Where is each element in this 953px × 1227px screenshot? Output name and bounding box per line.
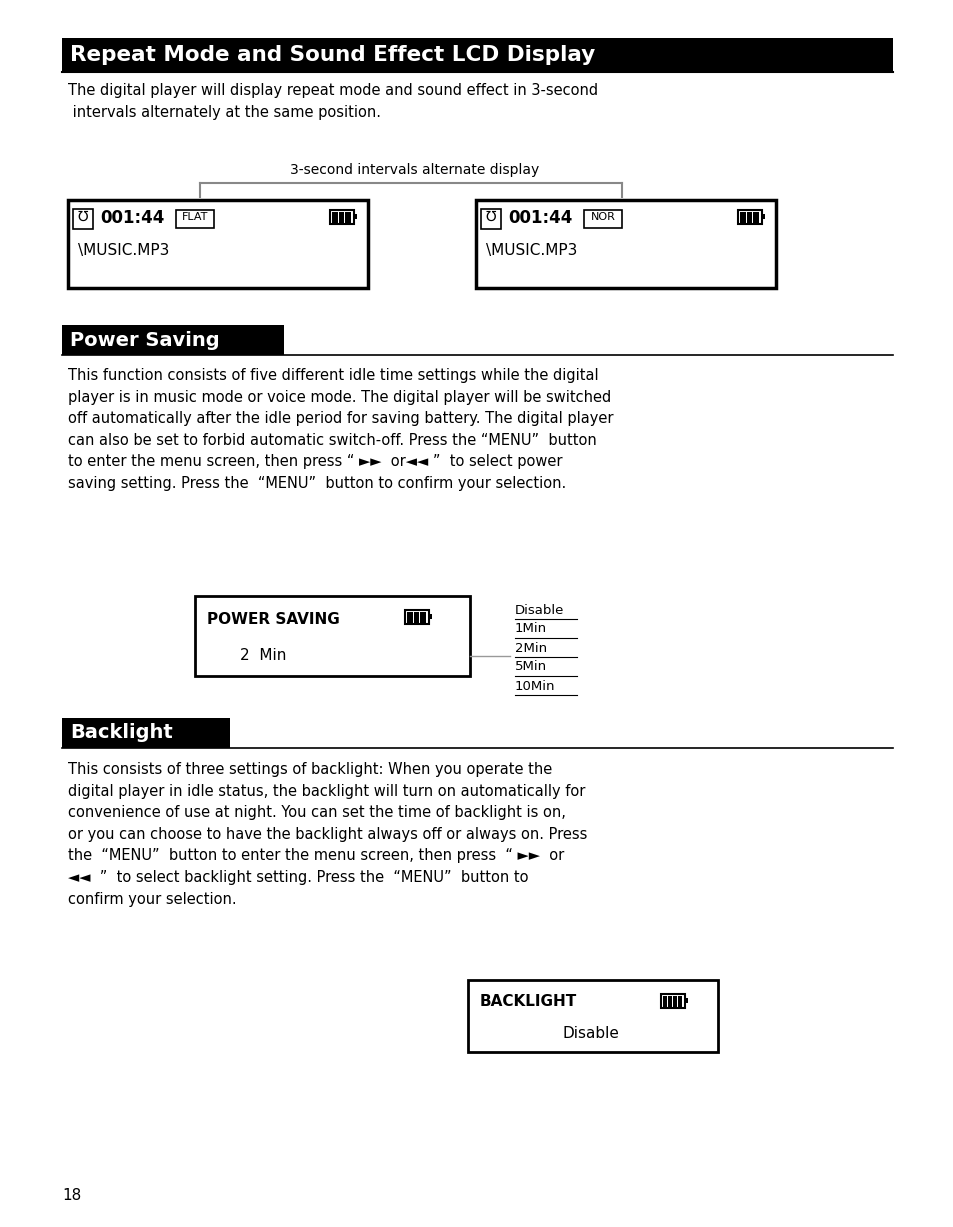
Bar: [62, 325, 284, 355]
Bar: [740, 211, 745, 222]
Text: ℧: ℧: [77, 210, 89, 225]
Text: 2Min: 2Min: [515, 642, 547, 654]
Text: NOR: NOR: [590, 212, 615, 222]
Bar: [761, 213, 764, 218]
Text: Repeat Mode and Sound Effect LCD Display: Repeat Mode and Sound Effect LCD Display: [70, 45, 595, 65]
Bar: [194, 596, 470, 676]
Bar: [338, 211, 344, 222]
Text: POWER SAVING: POWER SAVING: [207, 612, 339, 627]
Bar: [480, 209, 500, 229]
Text: FLAT: FLAT: [182, 212, 208, 222]
Bar: [414, 611, 419, 622]
Text: BACKLIGHT: BACKLIGHT: [479, 995, 577, 1010]
Bar: [476, 200, 775, 288]
Text: \MUSIC.MP3: \MUSIC.MP3: [78, 243, 170, 258]
Bar: [429, 614, 432, 618]
Bar: [583, 210, 621, 228]
Bar: [678, 995, 681, 1006]
Bar: [660, 994, 684, 1009]
Bar: [330, 210, 354, 225]
Bar: [405, 610, 429, 625]
Text: Disable: Disable: [515, 604, 564, 616]
Text: \MUSIC.MP3: \MUSIC.MP3: [485, 243, 577, 258]
Bar: [68, 200, 368, 288]
Bar: [746, 211, 752, 222]
Bar: [175, 210, 213, 228]
Text: Backlight: Backlight: [70, 724, 172, 742]
Bar: [667, 995, 671, 1006]
Bar: [738, 210, 761, 225]
Text: 2  Min: 2 Min: [240, 649, 286, 664]
Bar: [753, 211, 759, 222]
Bar: [662, 995, 666, 1006]
Bar: [332, 211, 337, 222]
Text: 3-second intervals alternate display: 3-second intervals alternate display: [290, 163, 538, 177]
Bar: [62, 718, 230, 748]
Text: The digital player will display repeat mode and sound effect in 3-second
 interv: The digital player will display repeat m…: [68, 83, 598, 119]
Text: 18: 18: [62, 1188, 81, 1202]
Bar: [354, 213, 356, 218]
Bar: [73, 209, 92, 229]
Bar: [62, 38, 892, 72]
Text: 10Min: 10Min: [515, 680, 555, 692]
Bar: [684, 998, 687, 1002]
Bar: [468, 980, 718, 1052]
Bar: [407, 611, 413, 622]
Text: 001:44: 001:44: [507, 209, 572, 227]
Bar: [672, 995, 677, 1006]
Text: This consists of three settings of backlight: When you operate the
digital playe: This consists of three settings of backl…: [68, 762, 587, 907]
Text: Power Saving: Power Saving: [70, 330, 219, 350]
Bar: [420, 611, 426, 622]
Text: 5Min: 5Min: [515, 660, 547, 674]
Text: Disable: Disable: [562, 1027, 619, 1042]
Text: ℧: ℧: [485, 210, 496, 225]
Text: This function consists of five different idle time settings while the digital
pl: This function consists of five different…: [68, 368, 613, 491]
Bar: [345, 211, 351, 222]
Text: 001:44: 001:44: [100, 209, 164, 227]
Text: 1Min: 1Min: [515, 622, 547, 636]
